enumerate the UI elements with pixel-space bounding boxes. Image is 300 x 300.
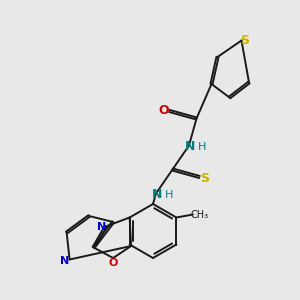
Text: H: H bbox=[164, 190, 173, 200]
Text: N: N bbox=[152, 188, 162, 202]
Text: O: O bbox=[159, 104, 170, 117]
Text: N: N bbox=[184, 140, 195, 154]
Text: H: H bbox=[197, 142, 206, 152]
Text: N: N bbox=[97, 221, 106, 232]
Text: O: O bbox=[108, 258, 118, 268]
Text: CH₃: CH₃ bbox=[190, 209, 208, 220]
Text: S: S bbox=[200, 172, 209, 185]
Text: S: S bbox=[241, 34, 250, 47]
Text: N: N bbox=[60, 256, 69, 266]
